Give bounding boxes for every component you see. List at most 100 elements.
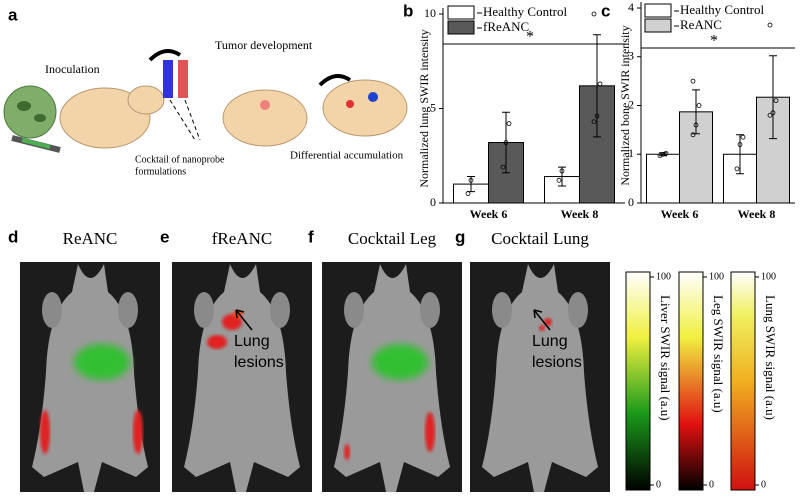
- schematic-label: Cocktail of nanoprobe: [135, 154, 225, 165]
- y-axis-label: Normalized lung SWIR intensity: [417, 29, 431, 187]
- colorbar-label: Lung SWIR signal (a.u): [763, 295, 778, 420]
- panel-label: f: [308, 227, 314, 246]
- annotation-arrow: [533, 309, 551, 331]
- y-tick-label: 5: [430, 100, 436, 114]
- image-annotation: Lung: [234, 333, 270, 350]
- mouse-head: [127, 85, 165, 115]
- legend-label: ReANC: [680, 17, 722, 32]
- y-tick-label: 0: [430, 195, 436, 209]
- colorbar: [730, 271, 756, 491]
- data-point: [503, 140, 509, 145]
- panel-label: g: [455, 227, 465, 246]
- signal: [539, 325, 545, 331]
- colorbar: [678, 271, 704, 491]
- schematic-label: Inoculation: [45, 62, 100, 76]
- tumor: [368, 92, 378, 102]
- data-point: [465, 191, 471, 196]
- legend-swatch: [447, 5, 475, 20]
- signal: [40, 410, 50, 454]
- image-annotation: lesions: [532, 354, 582, 371]
- x-tick-label: Week 6: [470, 207, 508, 221]
- data-point: [740, 134, 746, 140]
- tumor: [260, 100, 270, 110]
- mouse-arm: [492, 292, 512, 328]
- mouse-icon: [222, 89, 308, 147]
- vial: [178, 60, 188, 98]
- error-bar: [659, 152, 667, 157]
- colorbar: [625, 271, 651, 491]
- data-point: [597, 81, 603, 87]
- panel-label: a: [8, 5, 18, 24]
- x-tick-label: Week 6: [661, 207, 699, 221]
- y-tick-label: 1: [628, 146, 634, 160]
- colorbar-tick-label: 0: [761, 479, 766, 490]
- cell-icon: [3, 85, 57, 139]
- mouse-icon: [59, 87, 151, 149]
- mouse-body: [482, 264, 598, 492]
- schematic: [3, 49, 408, 153]
- panel-label: c: [601, 1, 610, 20]
- data-point: [591, 11, 597, 17]
- data-point: [500, 164, 506, 170]
- error-bar: [593, 34, 601, 138]
- data-point: [556, 177, 562, 183]
- image-title: Cocktail Leg: [348, 229, 437, 248]
- significance-mark: *: [526, 29, 534, 46]
- signal: [344, 444, 350, 460]
- y-tick-label: 4: [628, 0, 634, 14]
- mouse-arm: [194, 292, 214, 328]
- y-axis-label: Normalized bone SWIR intensity: [618, 25, 632, 185]
- colorbar-label: Liver SWIR signal (a.u): [658, 295, 673, 421]
- schematic-label: formulations: [135, 166, 186, 177]
- colorbar-tick-label: 100: [761, 271, 776, 282]
- panel-label: b: [403, 1, 413, 20]
- colorbar-label: Leg SWIR signal (a.u): [711, 295, 726, 413]
- panel-label: e: [160, 227, 169, 246]
- data-point: [506, 121, 512, 127]
- arrow: [148, 49, 182, 62]
- data-point: [693, 122, 699, 128]
- y-tick-label: 10: [424, 6, 436, 20]
- data-point: [767, 22, 773, 28]
- colorbar-tick-label: 0: [656, 479, 661, 490]
- data-point: [734, 166, 740, 172]
- error-bar: [502, 111, 510, 174]
- colorbar-tick-label: 100: [709, 271, 724, 282]
- signal: [133, 410, 143, 454]
- mouse-icon: [322, 79, 408, 137]
- data-point: [663, 150, 669, 156]
- data-point: [767, 112, 773, 118]
- mouse-arm: [568, 292, 588, 328]
- data-point: [591, 119, 597, 125]
- mouse-arm: [270, 292, 290, 328]
- mouse-arm: [344, 292, 364, 328]
- data-point: [660, 151, 666, 157]
- error-bar: [736, 134, 744, 175]
- data-point: [559, 168, 565, 174]
- image-title: ReANC: [63, 229, 118, 248]
- tumor: [346, 100, 354, 108]
- syringe-fluid: [21, 138, 51, 149]
- schematic-label: Differential accumulation: [290, 150, 404, 162]
- data-point: [737, 142, 743, 147]
- data-point: [773, 98, 779, 104]
- signal: [207, 335, 227, 349]
- y-tick-label: 2: [628, 97, 634, 111]
- signal: [425, 412, 435, 452]
- vial: [163, 60, 173, 98]
- colorbar-tick-label: 0: [709, 479, 714, 490]
- legend-swatch: [447, 20, 475, 35]
- data-point: [770, 110, 776, 116]
- image-title: Cocktail Lung: [491, 229, 589, 248]
- significance-mark: *: [710, 33, 718, 50]
- legend-label: fReANC: [483, 19, 529, 34]
- image-annotation: lesions: [234, 354, 284, 371]
- signal: [372, 344, 428, 380]
- mouse-arm: [118, 292, 138, 328]
- data-point: [594, 113, 600, 119]
- error-bar: [692, 89, 700, 135]
- x-tick-label: Week 8: [738, 207, 776, 221]
- legend-swatch: [644, 18, 672, 33]
